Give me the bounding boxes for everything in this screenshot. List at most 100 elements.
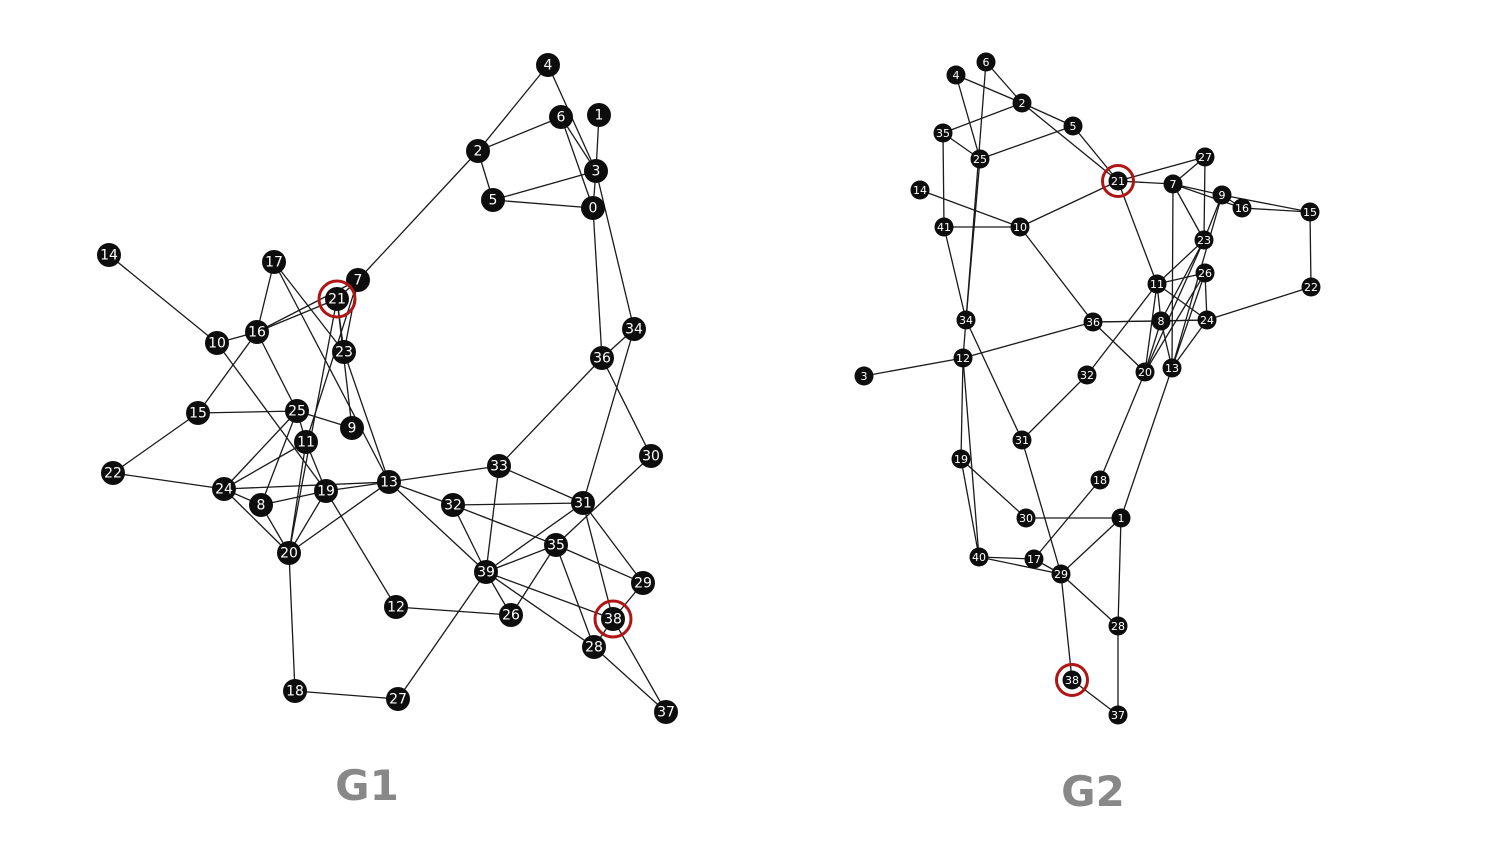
node-21-dot bbox=[325, 287, 349, 311]
node-34-dot bbox=[956, 310, 976, 330]
node-32: 32 bbox=[1077, 365, 1097, 385]
node-23: 23 bbox=[332, 340, 356, 364]
node-17: 17 bbox=[262, 250, 286, 274]
node-30: 30 bbox=[639, 444, 663, 468]
node-1: 1 bbox=[1111, 508, 1131, 528]
edge-2-35 bbox=[942, 102, 1023, 134]
node-13-dot bbox=[377, 470, 401, 494]
node-36-label: 36 bbox=[1086, 316, 1100, 329]
node-36: 36 bbox=[1083, 312, 1103, 332]
node-28-dot bbox=[1108, 616, 1128, 636]
node-17-dot bbox=[262, 250, 286, 274]
node-25: 25 bbox=[285, 399, 309, 423]
node-15: 15 bbox=[1300, 202, 1320, 222]
edge-14-10 bbox=[108, 254, 218, 344]
node-22-dot bbox=[101, 461, 125, 485]
edge-12-40 bbox=[962, 357, 980, 558]
edge-25-5 bbox=[979, 125, 1074, 160]
node-30-label: 30 bbox=[1019, 512, 1033, 525]
node-3-label: 3 bbox=[861, 370, 868, 383]
node-15-label: 15 bbox=[1303, 206, 1317, 219]
edge-17-13 bbox=[273, 261, 390, 483]
node-29-label: 29 bbox=[1054, 568, 1068, 581]
edge-20-18 bbox=[1099, 371, 1146, 481]
edge-29-28 bbox=[1060, 573, 1119, 627]
edge-38-37 bbox=[1071, 679, 1119, 716]
edge-28-37 bbox=[593, 646, 667, 713]
node-14-dot bbox=[97, 243, 121, 267]
node-20-dot bbox=[1135, 362, 1155, 382]
edge-17-16 bbox=[256, 261, 275, 333]
edge-35-28 bbox=[555, 544, 595, 648]
node-18-dot bbox=[1090, 470, 1110, 490]
node-37-dot bbox=[1108, 705, 1128, 725]
node-8-dot bbox=[249, 493, 273, 517]
node-9: 9 bbox=[340, 416, 364, 440]
edge-39-28 bbox=[485, 571, 595, 648]
edge-31-29 bbox=[582, 502, 644, 584]
node-7-label: 7 bbox=[1170, 178, 1177, 191]
node-15-label: 15 bbox=[189, 406, 207, 422]
node-10: 10 bbox=[205, 331, 229, 355]
node-16: 16 bbox=[245, 320, 269, 344]
node-38: 38 bbox=[593, 599, 633, 639]
edge-23-11 bbox=[1156, 239, 1205, 285]
edge-26-20 bbox=[1144, 272, 1206, 373]
node-31-label: 31 bbox=[1015, 434, 1029, 447]
edge-29-38 bbox=[1060, 573, 1073, 681]
node-23-dot bbox=[1194, 230, 1214, 250]
node-28: 28 bbox=[1108, 616, 1128, 636]
edge-20-13 bbox=[288, 481, 390, 554]
node-35-dot bbox=[933, 123, 953, 143]
edge-15-25 bbox=[197, 410, 298, 414]
edge-19-30 bbox=[960, 458, 1027, 519]
edge-16-15 bbox=[1241, 207, 1311, 213]
node-21: 21 bbox=[1101, 164, 1135, 198]
node-33-dot bbox=[487, 454, 511, 478]
node-11-label: 11 bbox=[1150, 278, 1164, 291]
edge-36-20 bbox=[1092, 321, 1146, 373]
node-19-dot bbox=[951, 449, 971, 469]
node-19-label: 19 bbox=[317, 484, 335, 500]
edge-19-12 bbox=[325, 490, 397, 608]
edge-27-23 bbox=[1203, 156, 1206, 241]
edge-2-7 bbox=[357, 150, 479, 281]
graph-title-g1: G1 bbox=[335, 761, 399, 810]
edge-13-1 bbox=[1120, 367, 1173, 519]
g2-nodes: 1234567891011121314151617181920212223242… bbox=[854, 52, 1321, 725]
node-29: 29 bbox=[631, 571, 655, 595]
edge-32-31 bbox=[1021, 374, 1088, 441]
node-33-label: 33 bbox=[490, 459, 508, 475]
node-12-dot bbox=[953, 348, 973, 368]
node-1-label: 1 bbox=[1118, 512, 1125, 525]
node-1-dot bbox=[587, 103, 611, 127]
node-14-dot bbox=[910, 180, 930, 200]
node-27: 27 bbox=[386, 687, 410, 711]
node-20-label: 20 bbox=[280, 546, 298, 562]
node-16-label: 16 bbox=[248, 325, 266, 341]
edge-21-20 bbox=[288, 298, 338, 554]
node-41-dot bbox=[934, 217, 954, 237]
node-12-label: 12 bbox=[956, 352, 970, 365]
edge-13-39 bbox=[388, 481, 487, 573]
edge-4-2 bbox=[955, 74, 1023, 104]
node-6: 6 bbox=[976, 52, 996, 72]
edge-6-0 bbox=[560, 116, 594, 209]
node-23-dot bbox=[332, 340, 356, 364]
node-9: 9 bbox=[1212, 185, 1232, 205]
node-34-label: 34 bbox=[959, 314, 973, 327]
node-23-label: 23 bbox=[1197, 234, 1211, 247]
node-27-dot bbox=[1195, 147, 1215, 167]
edge-12-36 bbox=[962, 321, 1094, 359]
node-31-dot bbox=[1012, 430, 1032, 450]
node-20: 20 bbox=[1135, 362, 1155, 382]
node-31-dot bbox=[571, 491, 595, 515]
edge-33-31 bbox=[498, 465, 584, 504]
node-39: 39 bbox=[474, 560, 498, 584]
node-15-dot bbox=[1300, 202, 1320, 222]
node-25-label: 25 bbox=[288, 404, 306, 420]
edge-25-24 bbox=[223, 410, 298, 490]
edge-39-38 bbox=[485, 571, 614, 620]
node-10-label: 10 bbox=[208, 336, 226, 352]
